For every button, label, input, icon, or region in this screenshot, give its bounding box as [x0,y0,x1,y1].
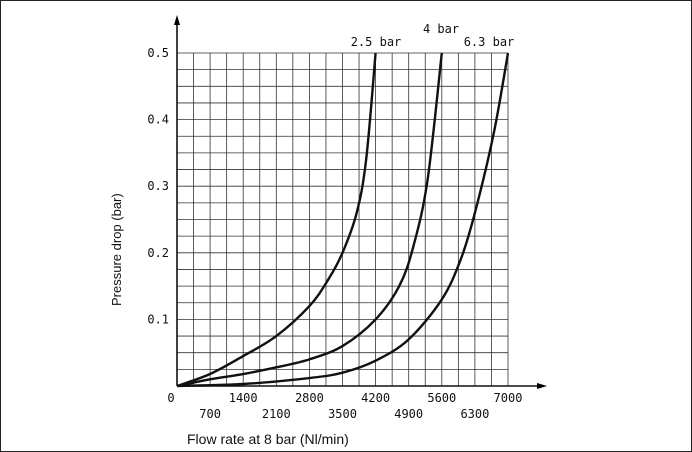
y-tick-label: 0.1 [147,312,169,326]
x-tick-label: 4900 [394,407,423,421]
x-tick-label: 700 [199,407,221,421]
y-tick-label: 0.5 [147,46,169,60]
x-tick-label: 2800 [295,391,324,405]
series-label-1: 2.5 bar [351,35,402,49]
series-labels: 2.5 bar 4 bar 6.3 bar [351,22,515,49]
y-axis-label: Pressure drop (bar) [109,193,124,306]
x-tick-label: 1400 [229,391,258,405]
series-line-3 [176,52,510,388]
x-tick-label: 2100 [262,407,291,421]
series-line-2 [176,52,443,388]
x-axis-label: Flow rate at 8 bar (Nl/min) [187,431,349,447]
series-line-1 [176,52,377,388]
x-tick-label: 5600 [427,391,456,405]
tick-labels: 0 1400 2800 4200 5600 7000 700 2100 3500 4900 6300… [147,46,522,421]
y-axis-arrow [174,15,180,25]
series-label-3: 6.3 bar [464,35,515,49]
y-tick-label: 0.3 [147,179,169,193]
x-tick-label: 7000 [494,391,523,405]
series-group [176,52,510,388]
x-tick-label: 4200 [361,391,390,405]
x-tick-label: 3500 [328,407,357,421]
grid [176,52,509,387]
series-label-2: 4 bar [423,22,459,36]
x-axis-arrow [537,383,547,389]
y-tick-label: 0.2 [147,246,169,260]
x-tick-label: 0 [167,391,174,405]
y-tick-label: 0.4 [147,113,169,127]
axes [174,15,547,389]
x-tick-label: 6300 [460,407,489,421]
